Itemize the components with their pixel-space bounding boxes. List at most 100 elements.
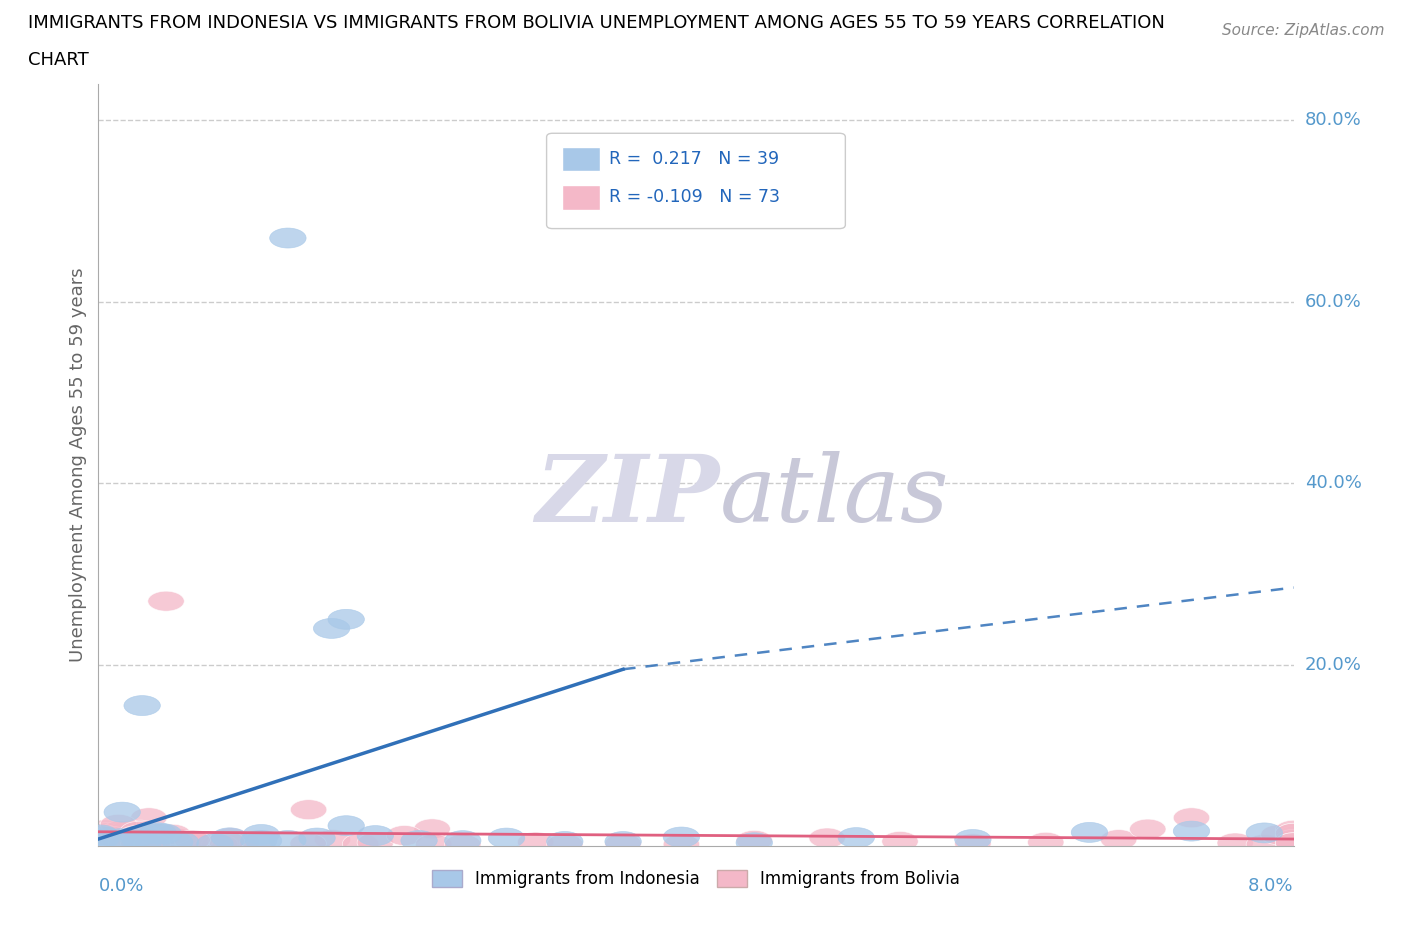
- Ellipse shape: [1246, 823, 1282, 843]
- Ellipse shape: [162, 832, 198, 852]
- Ellipse shape: [1173, 821, 1209, 841]
- Ellipse shape: [1071, 822, 1108, 843]
- Ellipse shape: [107, 826, 143, 845]
- Ellipse shape: [808, 828, 845, 848]
- Ellipse shape: [82, 825, 118, 845]
- Ellipse shape: [134, 834, 170, 855]
- Ellipse shape: [1129, 819, 1166, 839]
- Ellipse shape: [83, 824, 120, 844]
- Ellipse shape: [112, 828, 149, 847]
- Ellipse shape: [120, 826, 156, 846]
- Ellipse shape: [444, 830, 481, 851]
- Ellipse shape: [838, 828, 875, 847]
- Ellipse shape: [1275, 830, 1312, 849]
- Text: R = -0.109   N = 73: R = -0.109 N = 73: [609, 189, 780, 206]
- Text: R =  0.217   N = 39: R = 0.217 N = 39: [609, 151, 779, 168]
- Ellipse shape: [299, 828, 335, 848]
- Text: 8.0%: 8.0%: [1249, 877, 1294, 895]
- Ellipse shape: [83, 830, 120, 849]
- Ellipse shape: [664, 827, 700, 847]
- Text: 40.0%: 40.0%: [1305, 474, 1361, 492]
- Ellipse shape: [122, 820, 159, 840]
- Bar: [562, 185, 600, 209]
- Ellipse shape: [605, 831, 641, 852]
- Ellipse shape: [413, 819, 450, 839]
- Text: IMMIGRANTS FROM INDONESIA VS IMMIGRANTS FROM BOLIVIA UNEMPLOYMENT AMONG AGES 55 : IMMIGRANTS FROM INDONESIA VS IMMIGRANTS …: [28, 14, 1166, 32]
- Ellipse shape: [87, 823, 124, 843]
- Ellipse shape: [87, 819, 124, 840]
- Ellipse shape: [401, 830, 437, 851]
- Text: atlas: atlas: [720, 450, 949, 540]
- Ellipse shape: [124, 696, 160, 715]
- Text: ZIP: ZIP: [536, 450, 720, 540]
- Ellipse shape: [141, 828, 177, 847]
- Ellipse shape: [1246, 834, 1282, 855]
- Ellipse shape: [1275, 827, 1312, 846]
- Ellipse shape: [737, 832, 772, 853]
- Ellipse shape: [93, 826, 129, 846]
- Ellipse shape: [328, 609, 364, 630]
- Ellipse shape: [357, 832, 394, 853]
- Ellipse shape: [160, 829, 197, 848]
- Ellipse shape: [103, 829, 139, 848]
- Ellipse shape: [208, 831, 245, 851]
- Ellipse shape: [108, 833, 145, 854]
- Ellipse shape: [122, 830, 159, 851]
- Ellipse shape: [222, 832, 259, 853]
- Ellipse shape: [1275, 832, 1312, 853]
- Ellipse shape: [1101, 830, 1137, 850]
- Ellipse shape: [149, 830, 186, 850]
- Ellipse shape: [103, 833, 139, 853]
- FancyBboxPatch shape: [547, 133, 845, 229]
- Ellipse shape: [270, 830, 307, 850]
- Ellipse shape: [1275, 831, 1312, 851]
- Ellipse shape: [104, 803, 141, 822]
- Ellipse shape: [155, 824, 191, 844]
- Ellipse shape: [145, 824, 181, 844]
- Ellipse shape: [955, 830, 991, 849]
- Ellipse shape: [136, 823, 173, 844]
- Ellipse shape: [290, 833, 326, 854]
- Ellipse shape: [240, 830, 277, 851]
- Ellipse shape: [180, 833, 217, 854]
- Ellipse shape: [174, 830, 211, 850]
- Text: Source: ZipAtlas.com: Source: ZipAtlas.com: [1222, 23, 1385, 38]
- Ellipse shape: [664, 834, 700, 855]
- Ellipse shape: [1261, 825, 1298, 844]
- Ellipse shape: [145, 824, 181, 844]
- Ellipse shape: [121, 833, 157, 854]
- Ellipse shape: [156, 832, 193, 852]
- Ellipse shape: [488, 828, 524, 848]
- Ellipse shape: [1218, 833, 1253, 853]
- Legend: Immigrants from Indonesia, Immigrants from Bolivia: Immigrants from Indonesia, Immigrants fr…: [426, 864, 966, 896]
- Ellipse shape: [132, 833, 169, 853]
- Bar: [562, 147, 600, 171]
- Ellipse shape: [201, 834, 238, 855]
- Text: CHART: CHART: [28, 51, 89, 69]
- Ellipse shape: [105, 830, 142, 850]
- Ellipse shape: [84, 827, 121, 846]
- Ellipse shape: [118, 826, 155, 845]
- Ellipse shape: [737, 830, 772, 850]
- Ellipse shape: [134, 829, 169, 848]
- Ellipse shape: [131, 808, 167, 828]
- Ellipse shape: [387, 826, 423, 845]
- Text: 60.0%: 60.0%: [1305, 293, 1361, 311]
- Ellipse shape: [1173, 808, 1209, 828]
- Ellipse shape: [197, 834, 233, 854]
- Ellipse shape: [315, 830, 350, 849]
- Ellipse shape: [291, 800, 326, 819]
- Text: 20.0%: 20.0%: [1305, 656, 1361, 673]
- Text: 80.0%: 80.0%: [1305, 111, 1361, 129]
- Ellipse shape: [517, 832, 554, 852]
- Ellipse shape: [211, 828, 247, 848]
- Ellipse shape: [1275, 832, 1312, 853]
- Ellipse shape: [86, 826, 122, 845]
- Ellipse shape: [212, 828, 249, 848]
- Ellipse shape: [270, 228, 307, 248]
- Ellipse shape: [357, 826, 394, 845]
- Ellipse shape: [101, 821, 138, 841]
- Ellipse shape: [314, 618, 350, 638]
- Ellipse shape: [444, 834, 481, 855]
- Text: 0.0%: 0.0%: [98, 877, 143, 895]
